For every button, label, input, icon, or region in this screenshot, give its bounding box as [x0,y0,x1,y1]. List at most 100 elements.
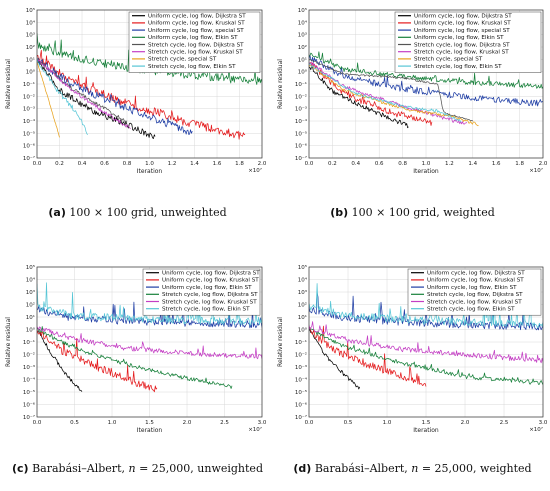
legend-box-a [128,11,261,73]
caption-c: (c) Barabási–Albert, n = 25,000, unweigh… [0,462,275,475]
series-line-c-2 [37,301,262,329]
series-group-a [37,33,262,140]
plot-frame-c [36,266,263,418]
panel-label-a: (a) [48,206,66,219]
legend-label-d-4: Stretch cycle, log flow, Kruskal ST [427,299,522,305]
legend-label-c-5: Stretch cycle, log flow, Elkin ST [162,307,250,313]
y-tick-label-c-0: 10⁰ [26,327,36,334]
series-line-a-2 [37,57,193,135]
y-tick-label-a--6: 10⁻⁶ [23,143,36,150]
x-tick-label-b-0: 0.0 [305,161,314,167]
legend-box-c [142,268,261,316]
y-tick-label-d--2: 10⁻² [295,352,307,359]
plot-frame-a [36,9,263,159]
y-tick-label-d-1: 10¹ [298,314,307,321]
y-tick-label-d--1: 10⁻¹ [295,339,307,346]
y-tick-label-d-5: 10⁵ [298,264,307,271]
y-tick-label-b-3: 10³ [298,32,307,39]
series-line-b-7 [309,63,462,123]
legend-box-d [407,268,542,316]
y-tick-label-c--4: 10⁻⁴ [23,377,36,384]
legend-label-a-1: Uniform cycle, log flow, Kruskal ST [148,21,245,27]
series-line-c-0 [37,329,83,392]
legend-label-b-7: Stretch cycle, log flow, Elkin ST [414,64,502,70]
x-multiplier-b: ×10⁷ [529,167,543,174]
legend-label-d-5: Stretch cycle, log flow, Elkin ST [427,307,515,313]
series-line-b-2 [309,54,543,107]
y-tick-label-a--3: 10⁻³ [23,106,35,113]
legend-label-c-2: Uniform cycle, log flow, Elkin ST [162,285,252,291]
x-tick-label-c-6: 3.0 [258,420,267,426]
series-line-c-5 [37,282,262,326]
legend-label-b-0: Uniform cycle, log flow, Dijkstra ST [414,14,512,20]
y-axis-label-d: Relative residual [277,317,284,367]
x-multiplier-c: ×10⁷ [248,426,262,433]
y-tick-label-d--4: 10⁻⁴ [295,377,308,384]
legend-label-a-2: Uniform cycle, log flow, special ST [148,28,244,34]
y-tick-label-c-2: 10² [26,302,35,309]
y-tick-label-b--5: 10⁻⁵ [295,130,307,137]
legend-label-b-5: Stretch cycle, log flow, Kruskal ST [414,50,509,56]
x-tick-label-b-6: 1.2 [445,161,454,167]
y-tick-label-a-5: 10⁵ [26,7,35,14]
y-tick-label-a--1: 10⁻¹ [23,81,35,88]
y-tick-label-d-3: 10³ [298,289,307,296]
series-line-d-0 [309,328,361,390]
series-line-d-3 [309,327,543,385]
y-tick-label-c-5: 10⁵ [26,264,35,271]
y-tick-label-b--2: 10⁻² [295,93,307,100]
legend-label-c-4: Stretch cycle, log flow, Kruskal ST [162,299,257,305]
series-line-b-1 [309,62,433,126]
y-axis-label-c: Relative residual [5,317,12,367]
y-tick-label-a-4: 10⁴ [26,19,36,26]
panel-label-b: (b) [330,206,349,219]
series-line-a-1 [37,49,246,140]
y-tick-label-a--7: 10⁻⁷ [23,155,35,162]
legend-label-a-5: Stretch cycle, log flow, Kruskal ST [148,50,243,56]
legend-label-b-6: Stretch cycle, special ST [414,57,483,63]
x-tick-label-c-0: 0.0 [33,420,42,426]
series-line-d-1 [309,325,427,387]
y-tick-label-d-2: 10² [298,302,307,309]
legend-c: Uniform cycle, log flow, Dijkstra STUnif… [142,268,261,316]
series-line-b-0 [309,65,409,129]
x-tick-label-d-0: 0.0 [305,420,314,426]
plot-frame-d [308,266,544,418]
y-tick-label-d--5: 10⁻⁵ [295,389,307,396]
x-axis-label-c: Iteration [137,427,163,434]
chart-panel-c: 0.0 0.5 1.0 1.5 2.0 2.5 3.0 10⁻⁷ 10⁻⁶ 10⁻⁵ 10⁻⁴ 10⁻… [5,264,267,434]
plot-frame-b [308,9,544,159]
y-tick-label-a-3: 10³ [26,32,35,39]
chart-panel-d: 0.0 0.5 1.0 1.5 2.0 2.5 3.0 10⁻⁷ 10⁻⁶ 10⁻⁵ 10⁻⁴ 10⁻… [277,264,548,434]
legend-label-d-1: Uniform cycle, log flow, Kruskal ST [427,278,524,284]
caption-text-b: 100 × 100 grid, weighted [351,206,495,219]
y-tick-label-c--7: 10⁻⁷ [23,414,35,421]
x-multiplier-a: ×10⁷ [248,167,262,174]
y-tick-label-b--3: 10⁻³ [295,106,307,113]
y-tick-label-a-1: 10¹ [26,56,35,63]
y-axis-label-a: Relative residual [5,59,12,109]
chart-panel-a: 0.0 0.2 0.4 0.6 0.8 1.0 1.2 1.4 1.6 1.8 2.0 10⁻⁷ 10⁻… [5,7,267,175]
caption-text-c-var: n [128,462,136,475]
legend-label-c-3: Stretch cycle, log flow, Dijkstra ST [162,292,258,298]
series-line-b-3 [309,51,543,89]
y-tick-label-b-2: 10² [298,44,307,51]
x-tick-label-d-4: 2.0 [461,420,470,426]
x-tick-label-c-1: 0.5 [70,420,79,426]
x-tick-label-b-5: 1.0 [422,161,431,167]
y-tick-label-b-4: 10⁴ [298,19,308,26]
caption-text-c-suffix: = 25,000, unweighted [135,462,263,475]
x-axis-label-a: Iteration [137,168,163,175]
caption-text-c-prefix: Barabási–Albert, [32,462,129,475]
legend-label-d-2: Uniform cycle, log flow, Elkin ST [427,285,517,291]
y-tick-label-c--1: 10⁻¹ [23,339,35,346]
legend-label-b-3: Uniform cycle, log flow, Elkin ST [414,35,504,41]
series-line-a-5 [37,58,131,130]
x-multiplier-d: ×10⁷ [529,426,543,433]
x-tick-label-a-9: 1.8 [235,161,244,167]
x-tick-label-d-6: 3.0 [539,420,548,426]
y-tick-label-b-1: 10¹ [298,56,307,63]
y-tick-label-b--6: 10⁻⁶ [295,143,308,150]
